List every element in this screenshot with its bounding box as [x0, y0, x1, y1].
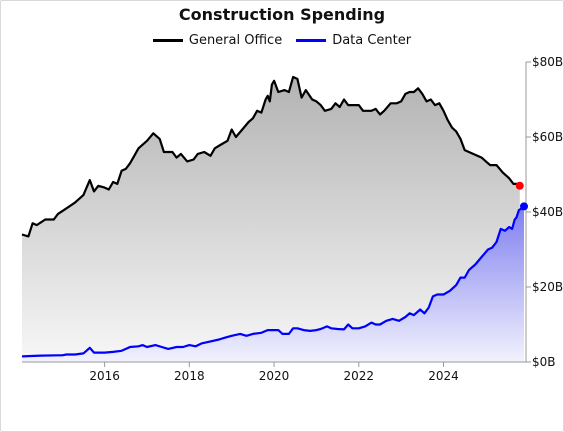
x-tick-label: 2018	[174, 369, 205, 383]
legend-item-general-office: General Office	[152, 33, 283, 48]
end-marker-general-office	[515, 181, 524, 190]
legend-label-general-office: General Office	[188, 33, 283, 48]
x-tick-label: 2024	[428, 369, 459, 383]
y-tick-label: $80B	[532, 55, 563, 69]
x-tick-label: 2016	[89, 369, 120, 383]
x-tick-label: 2020	[259, 369, 290, 383]
y-tick-label: $60B	[532, 130, 563, 144]
chart-title: Construction Spending	[178, 5, 386, 24]
y-tick-label: $40B	[532, 205, 563, 219]
y-tick-label: $20B	[532, 280, 563, 294]
chart-legend: General Office Data Center	[0, 33, 564, 48]
x-tick-label: 2022	[344, 369, 375, 383]
line-general-office	[21, 75, 521, 238]
area-general-office	[22, 77, 520, 362]
line-data-center	[21, 205, 525, 358]
legend-swatch-general-office	[152, 39, 183, 42]
area-data-center	[22, 206, 524, 362]
legend-item-data-center: Data Center	[296, 33, 411, 48]
legend-swatch-data-center	[296, 39, 327, 42]
end-marker-data-center	[520, 202, 528, 211]
legend-label-data-center: Data Center	[332, 33, 412, 48]
y-tick-label: $0B	[532, 355, 556, 369]
